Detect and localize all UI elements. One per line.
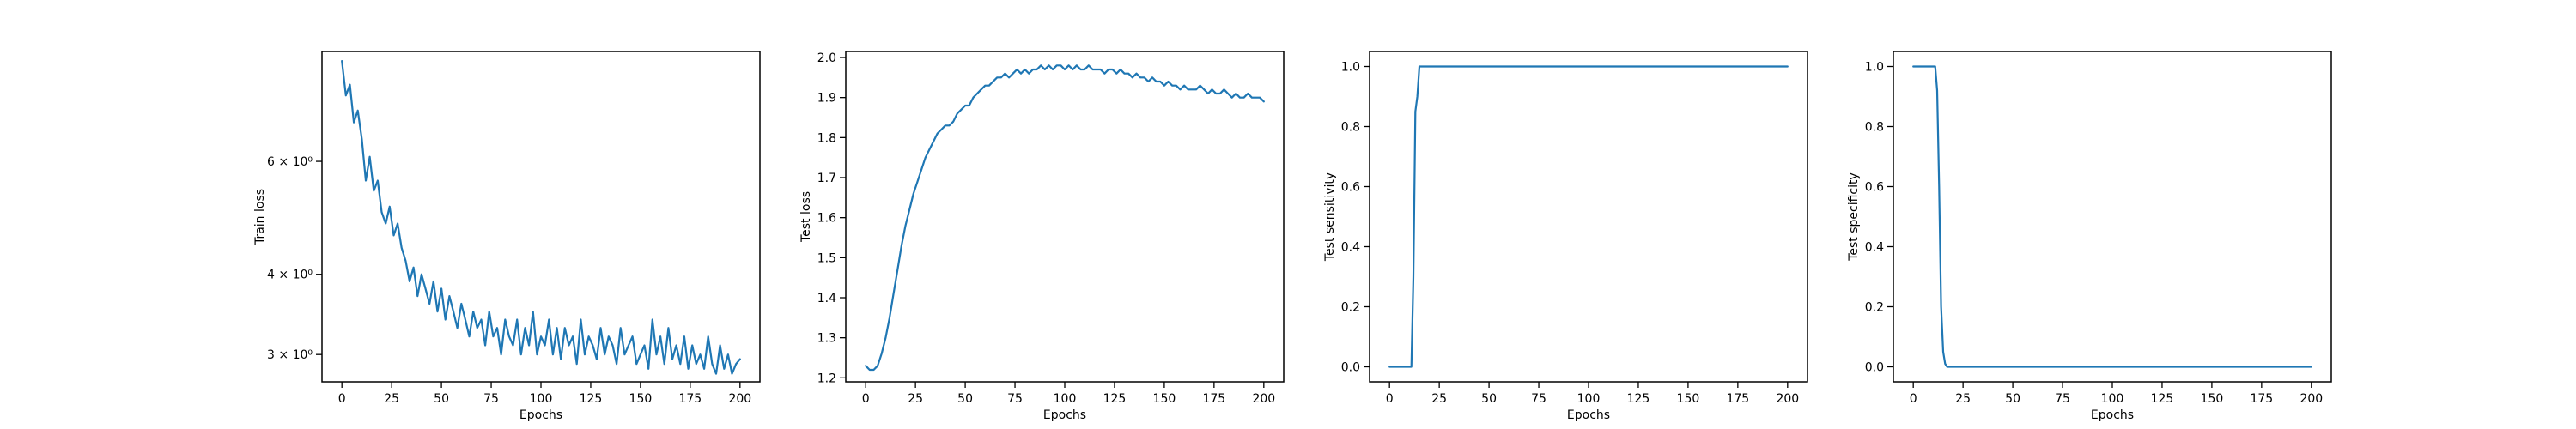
y-tick-label: 0.4 — [1865, 241, 1884, 255]
x-tick-label: 200 — [728, 392, 751, 406]
x-axis-label: Epochs — [2091, 408, 2134, 422]
series-line — [1912, 65, 2312, 368]
y-tick-label: 1.8 — [817, 131, 836, 145]
x-tick-label: 0 — [338, 392, 346, 406]
y-axis-label: Train loss — [253, 189, 267, 245]
subplot-test-sensitivity: 0 25 50 75 100 125 150 175 200 0.0 0.2 0.4 0.6 0.8 1.0… — [1323, 51, 1808, 422]
x-tick-label: 175 — [2250, 392, 2273, 406]
x-tick-label: 125 — [580, 392, 603, 406]
x-tick-label: 175 — [1726, 392, 1749, 406]
y-tick-label: 1.9 — [817, 92, 836, 106]
series-line — [865, 64, 1265, 372]
y-axis-label: Test loss — [799, 191, 813, 243]
x-tick-label: 175 — [678, 392, 702, 406]
x-tick-label: 200 — [2300, 392, 2323, 406]
x-tick-label: 0 — [862, 392, 870, 406]
x-axis-label: Epochs — [1567, 408, 1610, 422]
x-tick-label: 50 — [2005, 392, 2020, 406]
x-tick-label: 200 — [1252, 392, 1275, 406]
x-tick-label: 125 — [2151, 392, 2174, 406]
x-tick-label: 75 — [1531, 392, 1546, 406]
x-tick-label: 25 — [1955, 392, 1971, 406]
x-tick-label: 150 — [1153, 392, 1176, 406]
x-tick-label: 150 — [2201, 392, 2224, 406]
x-tick-label: 50 — [957, 392, 973, 406]
y-tick-label: 0.0 — [1341, 361, 1360, 375]
x-tick-label: 25 — [908, 392, 923, 406]
y-tick-label: 6 × 10⁰ — [267, 155, 313, 169]
y-tick-label: 0.6 — [1341, 181, 1360, 195]
y-axis-label: Test sensitivity — [1323, 172, 1337, 262]
y-tick-label: 4 × 10⁰ — [267, 269, 313, 282]
subplot-test-specificity: 0 25 50 75 100 125 150 175 200 0.0 0.2 0.4 0.6 0.8 1.0… — [1847, 51, 2332, 422]
y-tick-label: 1.3 — [817, 332, 836, 346]
y-tick-label: 0.8 — [1865, 121, 1884, 135]
x-tick-label: 100 — [530, 392, 553, 406]
y-tick-label: 2.0 — [817, 51, 836, 65]
y-tick-label: 0.2 — [1865, 301, 1884, 315]
x-tick-label: 100 — [1577, 392, 1601, 406]
series-line — [341, 59, 741, 375]
y-axis-label: Test specificity — [1847, 172, 1861, 262]
subplot-train-loss: 0 25 50 75 100 125 150 175 200 3 × 10⁰ 4 × 10⁰ 6 × … — [253, 51, 761, 422]
x-tick-label: 200 — [1776, 392, 1799, 406]
y-tick-label: 0.8 — [1341, 121, 1360, 135]
x-axis-label: Epochs — [1043, 408, 1086, 422]
y-tick-label: 0.4 — [1341, 241, 1360, 255]
x-tick-label: 75 — [483, 392, 499, 406]
x-tick-label: 25 — [384, 392, 399, 406]
x-tick-label: 50 — [434, 392, 449, 406]
y-tick-label: 1.0 — [1865, 61, 1884, 75]
x-tick-label: 100 — [1054, 392, 1077, 406]
subplot-test-loss: 0 25 50 75 100 125 150 175 200 1.2 1.3 1.4 1.5 1.6 1.7… — [799, 51, 1285, 422]
x-tick-label: 75 — [1007, 392, 1023, 406]
y-tick-label: 0.0 — [1865, 361, 1884, 375]
x-axis-label: Epochs — [519, 408, 562, 422]
y-tick-label: 3 × 10⁰ — [267, 348, 313, 362]
y-tick-label: 1.2 — [817, 372, 836, 385]
x-tick-label: 50 — [1481, 392, 1497, 406]
y-tick-label: 1.6 — [817, 212, 836, 226]
x-tick-label: 0 — [1386, 392, 1394, 406]
series-line — [1388, 65, 1789, 368]
x-tick-label: 125 — [1627, 392, 1650, 406]
y-tick-label: 1.7 — [817, 172, 836, 185]
y-tick-label: 1.4 — [817, 292, 836, 305]
x-tick-label: 75 — [2055, 392, 2070, 406]
y-tick-label: 0.2 — [1341, 301, 1360, 315]
y-tick-label: 1.0 — [1341, 61, 1360, 75]
x-tick-label: 125 — [1103, 392, 1127, 406]
x-tick-label: 25 — [1431, 392, 1447, 406]
x-tick-label: 0 — [1910, 392, 1917, 406]
y-tick-label: 0.6 — [1865, 181, 1884, 195]
x-tick-label: 175 — [1202, 392, 1225, 406]
y-tick-label: 1.5 — [817, 251, 836, 265]
x-tick-label: 150 — [1677, 392, 1700, 406]
x-tick-label: 150 — [629, 392, 653, 406]
x-tick-label: 100 — [2101, 392, 2124, 406]
